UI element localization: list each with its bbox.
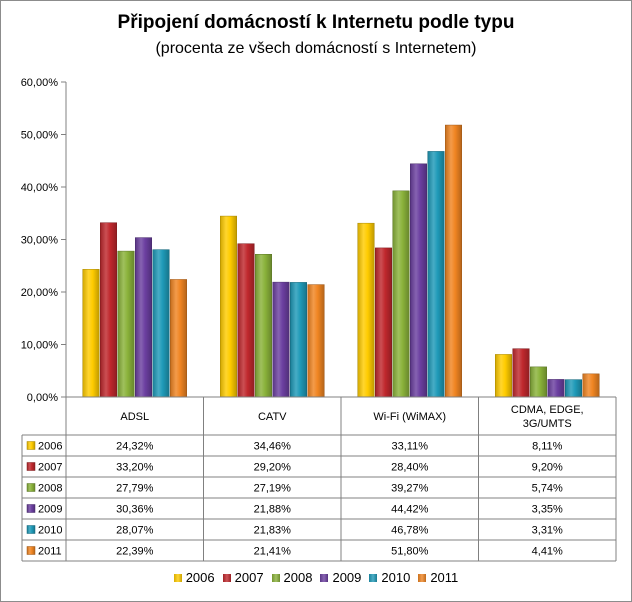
table-swatch-2009 (26, 504, 36, 513)
table-swatch-2006 (26, 441, 36, 450)
data-label: 30,36% (116, 504, 154, 516)
data-label: 29,20% (254, 462, 292, 474)
data-label: 9,20% (532, 462, 563, 474)
bar-2006-2 (357, 222, 375, 398)
bar-2008-1 (255, 254, 272, 398)
data-label: 8,11% (532, 441, 563, 453)
bar-2008-0 (117, 250, 135, 398)
legend-swatch (271, 574, 280, 582)
data-label: 39,27% (391, 483, 429, 495)
data-label: 44,42% (391, 504, 429, 516)
data-label: 27,19% (254, 483, 292, 495)
bar-2007-1 (237, 243, 255, 398)
table-series-label: 2009 (38, 504, 62, 516)
legend-label: 2006 (185, 570, 215, 585)
bar-2010-2 (427, 151, 445, 398)
bar-2008-2 (392, 190, 410, 398)
bar-2011-3 (582, 373, 600, 398)
legend-swatch (320, 574, 329, 582)
data-label: 22,39% (116, 546, 154, 558)
bar-2006-3 (495, 354, 512, 398)
table-series-label: 2006 (38, 441, 62, 453)
data-label: 28,07% (116, 525, 154, 537)
legend-item-2006: 2006 (173, 570, 215, 585)
legend-item-2011: 2011 (418, 570, 458, 585)
data-label: 3,35% (532, 504, 563, 516)
data-label: 27,79% (116, 483, 154, 495)
table-swatch-2011 (26, 546, 36, 555)
y-tick-label: 60,00% (21, 77, 59, 89)
legend-label: 2009 (332, 570, 362, 585)
category-label: CDMA, EDGE, 3G/UMTS (511, 404, 584, 430)
data-label: 46,78% (391, 525, 429, 537)
legend-item-2009: 2009 (320, 570, 361, 585)
legend: 2006 2007 2008 2009 2010 2011 (0, 570, 632, 585)
data-label: 21,41% (254, 546, 292, 558)
y-tick-label: 30,00% (21, 235, 59, 247)
data-label: 33,11% (392, 441, 429, 453)
legend-swatch (173, 574, 182, 582)
bar-2009-2 (410, 163, 427, 398)
bar-2010-3 (565, 379, 582, 398)
table-series-label: 2011 (38, 546, 62, 558)
bar-2011-1 (307, 284, 325, 398)
data-label: 24,32% (116, 441, 154, 453)
category-label: ADSL (120, 411, 149, 423)
chart-subtitle: (procenta ze všech domácností s Internet… (155, 40, 477, 57)
category-label: CATV (258, 411, 287, 423)
y-tick-label: 40,00% (21, 182, 59, 194)
bar-2010-0 (152, 249, 170, 398)
bar-2007-2 (375, 247, 392, 398)
legend-item-2007: 2007 (222, 570, 264, 585)
data-label: 21,88% (254, 504, 292, 516)
bar-2010-1 (290, 282, 307, 398)
bar-2009-0 (135, 237, 152, 398)
data-label: 28,40% (391, 462, 429, 474)
legend-label: 2010 (381, 570, 411, 585)
data-label: 33,20% (116, 462, 154, 474)
data-label: 3,31% (532, 525, 563, 537)
category-label: Wi-Fi (WiMAX) (373, 411, 446, 423)
data-label: 5,74% (532, 483, 563, 495)
table-swatch-2010 (26, 525, 36, 534)
legend-swatch (418, 574, 427, 582)
bar-2009-1 (272, 281, 290, 398)
data-label: 21,83% (254, 525, 292, 537)
data-label: 34,46% (254, 441, 292, 453)
bar-2011-0 (170, 279, 187, 398)
y-tick-label: 0,00% (27, 392, 58, 404)
legend-label: 2007 (234, 570, 264, 585)
bar-2007-0 (100, 222, 117, 398)
legend-item-2008: 2008 (271, 570, 313, 585)
y-tick-label: 10,00% (21, 340, 59, 352)
legend-swatch (369, 574, 378, 582)
bar-2011-2 (445, 124, 462, 398)
y-tick-label: 20,00% (21, 287, 59, 299)
bar-2007-3 (512, 348, 530, 398)
table-swatch-2007 (26, 462, 36, 471)
table-series-label: 2008 (38, 483, 62, 495)
legend-item-2010: 2010 (369, 570, 410, 585)
chart-area: 0,00% 10,00% 20,00% 30,00% 40,00% 50,00% 60,00… (21, 77, 617, 562)
legend-label: 2011 (430, 570, 459, 585)
legend-swatch (222, 574, 231, 582)
table-series-label: 2010 (38, 525, 62, 537)
legend-label: 2008 (283, 570, 313, 585)
table-series-label: 2007 (38, 462, 62, 474)
y-tick-label: 50,00% (21, 130, 59, 142)
bar-2006-0 (82, 269, 100, 398)
data-label: 4,41% (532, 546, 563, 558)
chart-title: Připojení domácností k Internetu podle t… (117, 12, 515, 33)
bar-2006-1 (220, 215, 237, 398)
table-swatch-2008 (26, 483, 36, 492)
bar-2008-3 (530, 366, 547, 398)
bar-2009-3 (547, 379, 565, 398)
data-label: 51,80% (391, 546, 429, 558)
